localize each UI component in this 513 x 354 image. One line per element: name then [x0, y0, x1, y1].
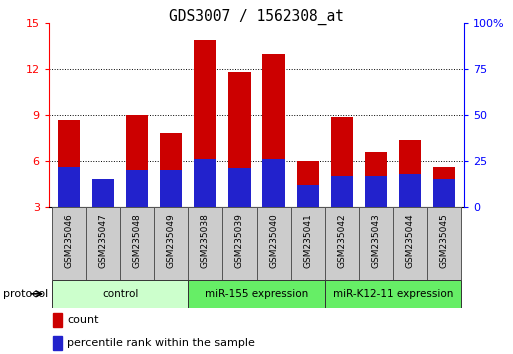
Bar — [359, 207, 393, 280]
Bar — [365, 152, 387, 207]
Bar — [160, 170, 183, 207]
Bar — [58, 167, 80, 207]
Bar — [263, 159, 285, 207]
Bar — [399, 174, 421, 207]
Bar — [92, 179, 114, 207]
Text: protocol: protocol — [3, 289, 48, 299]
Text: GSM235042: GSM235042 — [337, 213, 346, 268]
Text: GSM235040: GSM235040 — [269, 213, 278, 268]
Text: miR-K12-11 expression: miR-K12-11 expression — [332, 289, 453, 299]
Bar — [53, 336, 62, 350]
Bar — [160, 133, 183, 207]
Text: GSM235043: GSM235043 — [371, 213, 380, 268]
Text: GSM235048: GSM235048 — [133, 213, 142, 268]
Text: GDS3007 / 1562308_at: GDS3007 / 1562308_at — [169, 9, 344, 25]
Text: GSM235047: GSM235047 — [98, 213, 108, 268]
Text: GSM235039: GSM235039 — [235, 213, 244, 268]
Bar — [52, 280, 188, 308]
Text: GSM235038: GSM235038 — [201, 213, 210, 268]
Text: control: control — [102, 289, 139, 299]
Bar — [427, 207, 461, 280]
Text: GSM235045: GSM235045 — [439, 213, 448, 268]
Bar — [433, 179, 455, 207]
Bar — [86, 207, 120, 280]
Text: GSM235044: GSM235044 — [405, 213, 415, 268]
Text: miR-155 expression: miR-155 expression — [205, 289, 308, 299]
Bar — [325, 280, 461, 308]
Bar — [256, 207, 290, 280]
Bar — [330, 176, 353, 207]
Text: GSM235041: GSM235041 — [303, 213, 312, 268]
Bar — [263, 54, 285, 207]
Bar — [330, 116, 353, 207]
Bar — [194, 159, 216, 207]
Bar — [126, 115, 148, 207]
Bar — [58, 120, 80, 207]
Bar — [228, 72, 250, 207]
Bar — [290, 207, 325, 280]
Bar — [365, 176, 387, 207]
Bar — [194, 40, 216, 207]
Bar — [223, 207, 256, 280]
Bar — [188, 207, 223, 280]
Text: GSM235049: GSM235049 — [167, 213, 176, 268]
Bar — [393, 207, 427, 280]
Bar — [126, 170, 148, 207]
Bar — [433, 167, 455, 207]
Text: GSM235046: GSM235046 — [65, 213, 74, 268]
Bar — [399, 139, 421, 207]
Bar — [297, 161, 319, 207]
Text: percentile rank within the sample: percentile rank within the sample — [67, 338, 255, 348]
Bar — [154, 207, 188, 280]
Text: count: count — [67, 315, 99, 325]
Bar — [92, 202, 114, 207]
Bar — [188, 280, 325, 308]
Bar — [297, 185, 319, 207]
Bar — [53, 313, 62, 327]
Bar — [52, 207, 86, 280]
Bar — [228, 169, 250, 207]
Bar — [120, 207, 154, 280]
Bar — [325, 207, 359, 280]
